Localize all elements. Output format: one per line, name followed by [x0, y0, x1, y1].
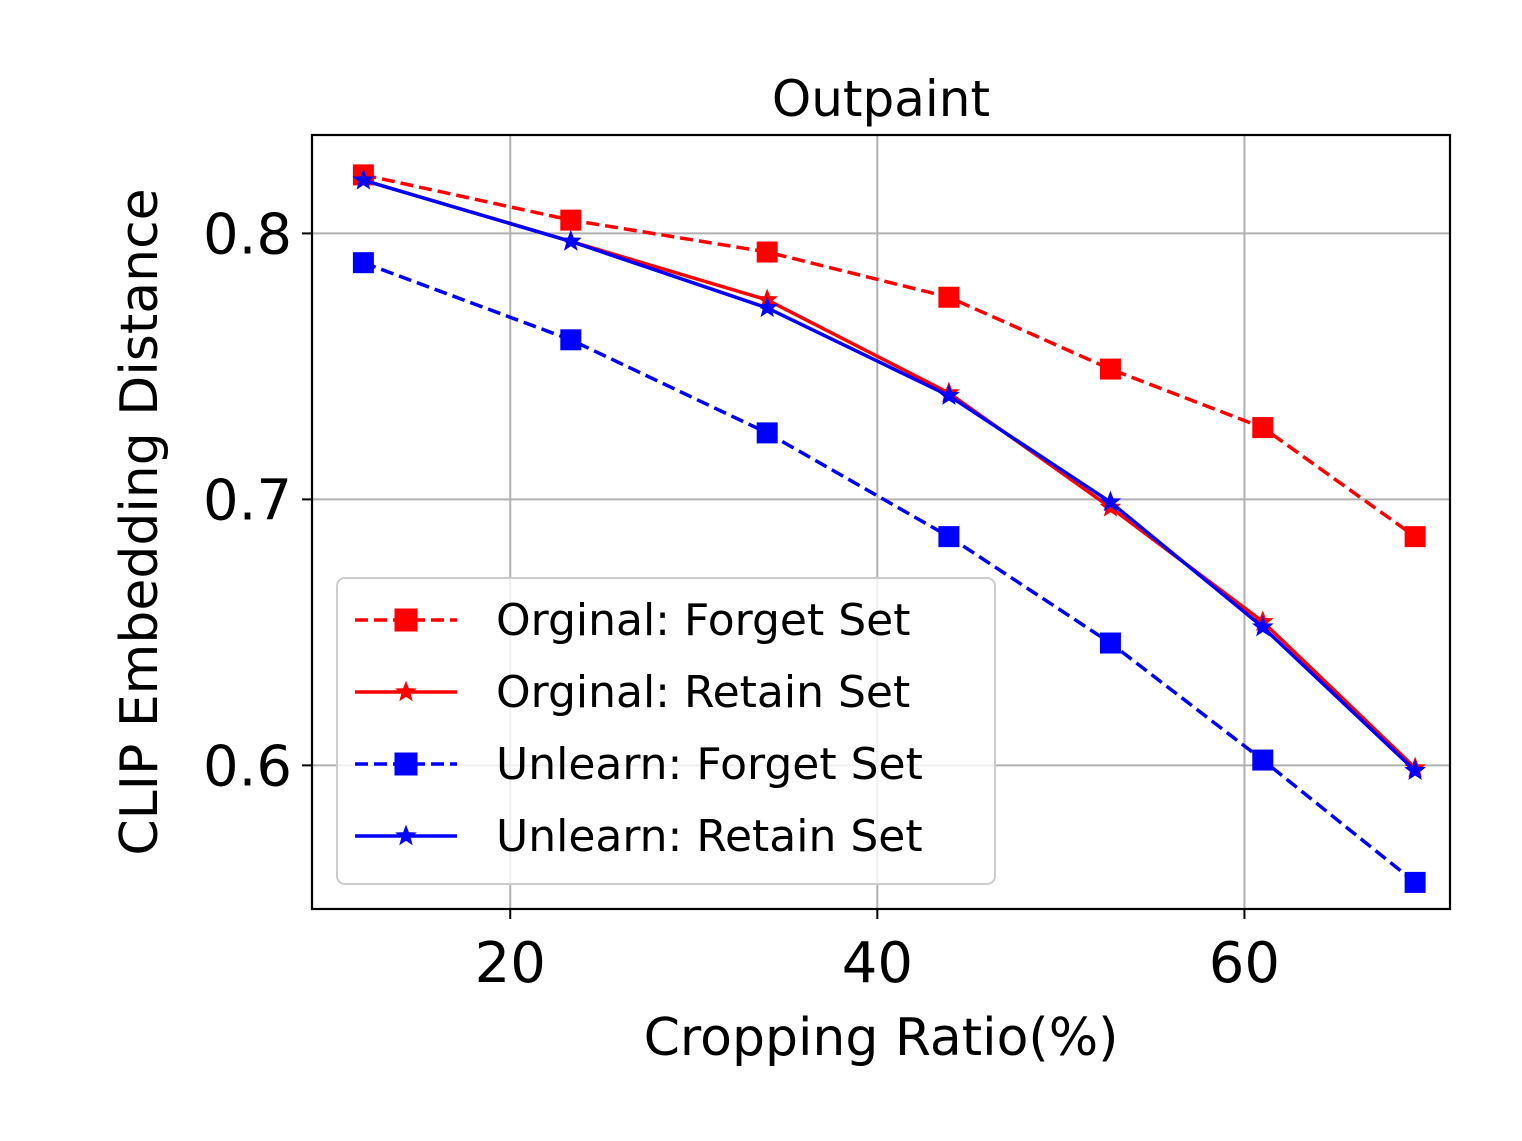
data-point: [938, 286, 960, 308]
legend-label: Orginal: Retain Set: [496, 667, 910, 718]
data-point: [1252, 417, 1274, 439]
data-point: [352, 252, 374, 274]
data-point: [560, 209, 582, 231]
data-point: [1099, 490, 1122, 512]
legend-label: Orginal: Forget Set: [496, 595, 910, 646]
y-tick-label: 0.8: [203, 202, 292, 267]
legend-marker: [395, 680, 417, 702]
series-layer: [352, 164, 1426, 893]
legend-marker: [394, 608, 418, 632]
legend-entry: Unlearn: Retain Set: [355, 811, 923, 862]
data-point: [938, 526, 960, 548]
data-point: [756, 296, 779, 318]
data-point: [1251, 615, 1274, 637]
data-point: [1252, 749, 1274, 771]
x-axis-label: Cropping Ratio(%): [644, 1008, 1119, 1068]
x-axis: 20 40 60: [475, 909, 1280, 996]
data-point: [560, 329, 582, 351]
x-tick-label: 20: [475, 931, 546, 996]
legend-marker: [395, 824, 417, 846]
data-point: [756, 241, 778, 263]
y-tick-label: 0.6: [203, 734, 292, 799]
legend-label: Unlearn: Forget Set: [496, 739, 923, 790]
series-0: [352, 164, 1426, 548]
y-axis-label: CLIP Embedding Distance: [110, 188, 170, 855]
data-point: [1099, 632, 1121, 654]
data-point: [1404, 759, 1426, 780]
y-tick-label: 0.7: [203, 468, 292, 533]
legend-entry: Orginal: Forget Set: [355, 595, 910, 646]
legend-entry: Orginal: Retain Set: [355, 667, 910, 718]
data-point: [938, 384, 960, 405]
legend-label: Unlearn: Retain Set: [496, 811, 923, 862]
data-point: [1404, 871, 1426, 893]
data-point: [1404, 526, 1426, 548]
y-axis: 0.6 0.7 0.8: [203, 202, 312, 799]
data-point: [352, 168, 375, 190]
legend: Orginal: Forget Set Orginal: Retain Set Un…: [336, 577, 996, 885]
x-tick-label: 40: [842, 931, 913, 996]
chart-title: Outpaint: [772, 70, 990, 128]
series-2: [352, 252, 1426, 893]
series-3: [352, 168, 1426, 780]
data-point: [559, 229, 582, 251]
plot-area-frame: [310, 133, 1452, 911]
legend-frame: [336, 577, 996, 885]
data-point: [1099, 358, 1121, 380]
data-point: [756, 422, 778, 444]
series-line: [363, 173, 1417, 539]
x-tick-label: 60: [1209, 931, 1280, 996]
legend-entry: Unlearn: Forget Set: [355, 739, 923, 790]
legend-marker: [394, 752, 418, 776]
